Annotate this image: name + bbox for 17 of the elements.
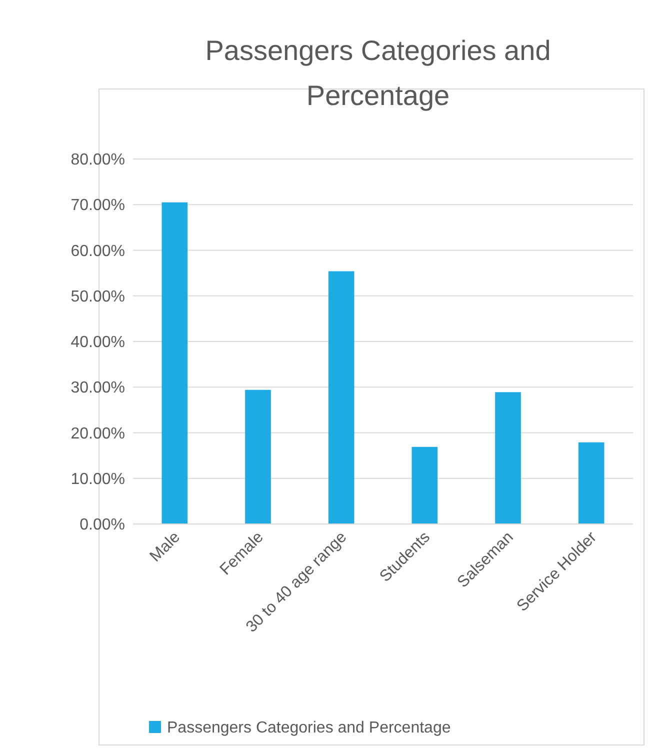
y-tick-label: 70.00% (70, 197, 125, 214)
bar (495, 392, 521, 524)
y-tick-label: 10.00% (70, 470, 125, 488)
y-tick-label: 20.00% (70, 425, 125, 442)
bar (162, 202, 188, 524)
bar (578, 442, 604, 524)
y-tick-label: 0.00% (80, 516, 125, 534)
y-tick-label: 40.00% (70, 334, 125, 352)
y-tick-label: 80.00% (70, 152, 125, 169)
bar (328, 271, 354, 524)
chart-title: Passengers Categories and Percentage (205, 35, 551, 111)
y-tick-label: 50.00% (70, 288, 125, 306)
legend-label: Passengers Categories and Percentage (167, 720, 451, 737)
y-tick-label: 30.00% (70, 380, 125, 397)
bar (412, 446, 438, 524)
y-tick-label: 60.00% (70, 242, 125, 260)
bar (245, 390, 271, 524)
